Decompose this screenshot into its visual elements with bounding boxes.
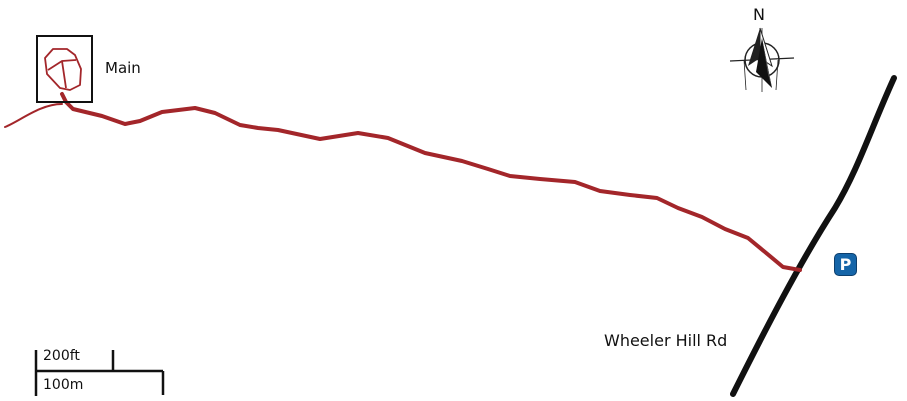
compass-rose-icon <box>729 27 795 92</box>
road-label: Wheeler Hill Rd <box>604 331 728 350</box>
scale-bar <box>34 350 165 396</box>
building-frame <box>36 35 93 103</box>
road-wheeler-hill <box>730 75 897 397</box>
scale-bar-imperial-label: 200ft <box>43 348 80 364</box>
trail-line <box>60 92 802 272</box>
trail-extension-west <box>4 103 63 128</box>
parking-icon[interactable]: P <box>835 254 856 275</box>
building-outline-icon <box>44 48 82 91</box>
compass-north-label: N <box>753 5 765 24</box>
scale-bar-metric-label: 100m <box>43 377 84 393</box>
building-label-main: Main <box>105 59 141 77</box>
